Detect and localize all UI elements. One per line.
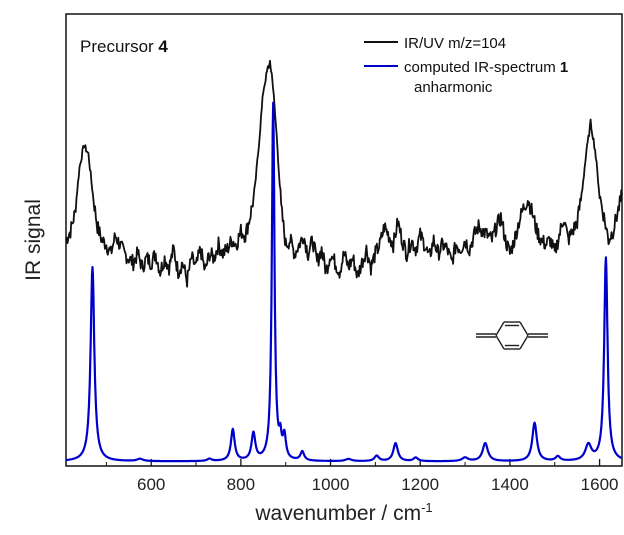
x-tick-label: 1600 (581, 475, 619, 494)
legend: IR/UV m/z=104 computed IR-spectrum 1 anh… (364, 35, 568, 96)
x-tick-label: 1200 (401, 475, 439, 494)
series-line-computed (65, 101, 623, 463)
x-axis-tick-labels: 600 800 1000 1200 1400 1600 (137, 475, 618, 494)
p-xylylene-structure-icon (476, 321, 548, 350)
x-tick-label: 1400 (491, 475, 529, 494)
series-layer (65, 59, 623, 463)
legend-label-computed: computed IR-spectrum 1 (404, 59, 568, 76)
series-line-experimental (65, 59, 623, 288)
x-tick-label: 800 (227, 475, 255, 494)
x-axis-title: wavenumber / cm-1 (254, 500, 432, 525)
x-tick-label: 1000 (312, 475, 350, 494)
y-axis-title: IR signal (22, 199, 45, 281)
x-tick-label: 600 (137, 475, 165, 494)
legend-label-experimental: IR/UV m/z=104 (404, 35, 506, 52)
legend-label-computed-subtitle: anharmonic (414, 79, 493, 96)
panel-label: Precursor 4 (80, 37, 168, 56)
